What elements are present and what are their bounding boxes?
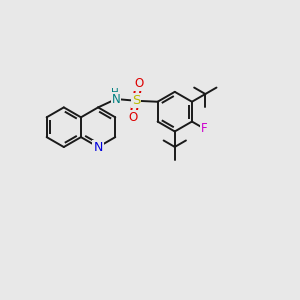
- Text: F: F: [201, 122, 208, 135]
- Text: O: O: [134, 77, 143, 90]
- Text: O: O: [128, 111, 137, 124]
- Text: N: N: [112, 92, 121, 106]
- Text: S: S: [132, 94, 140, 107]
- Text: H: H: [111, 88, 119, 98]
- Text: N: N: [93, 140, 103, 154]
